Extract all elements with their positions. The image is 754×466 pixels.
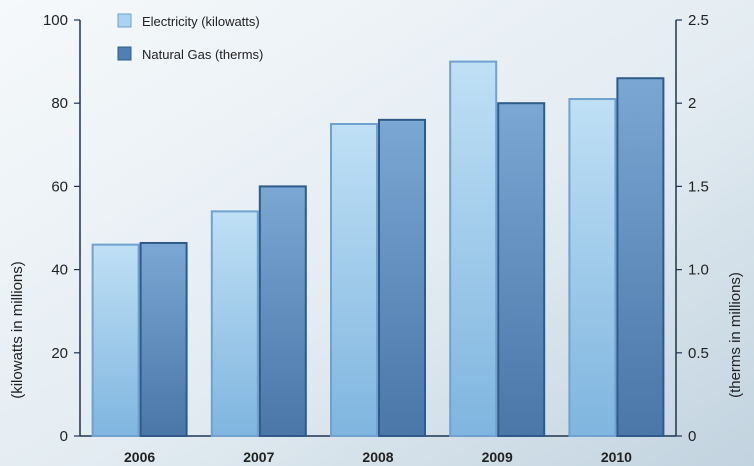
right-tick-label: 2 (688, 95, 696, 112)
natural-gas-bar (139, 241, 188, 437)
right-tick-label: 0 (688, 428, 696, 445)
category-label: 2007 (243, 449, 274, 465)
electricity-bar (91, 243, 140, 437)
right-tick-label: 0.5 (688, 345, 709, 362)
legend-swatch-natural-gas (117, 46, 132, 61)
natural-gas-bar (497, 102, 546, 437)
category-label: 2008 (362, 449, 393, 465)
left-tick-label: 80 (51, 95, 68, 112)
legend-label-electricity: Electricity (kilowatts) (142, 14, 260, 29)
left-tick-label: 0 (60, 428, 68, 445)
category-label: 2010 (601, 449, 632, 465)
legend-swatch-electricity (117, 13, 132, 28)
left-tick-label: 40 (51, 262, 68, 279)
natural-gas-bar (378, 118, 426, 437)
electricity-bar (449, 60, 498, 437)
right-axis-title: (therms in millions) (727, 272, 744, 398)
left-tick-label: 60 (51, 178, 68, 195)
right-tick-label: 2.5 (688, 12, 709, 29)
electricity-bar (330, 123, 378, 437)
left-axis-title: (kilowatts in millions) (9, 261, 26, 399)
left-tick-label: 100 (43, 12, 68, 29)
right-tick-label: 1.0 (688, 262, 709, 279)
left-tick-label: 20 (51, 345, 68, 362)
right-tick-label: 1.5 (688, 178, 709, 195)
electricity-bar (210, 210, 259, 437)
natural-gas-bar (616, 77, 665, 438)
natural-gas-bar (258, 185, 307, 437)
category-label: 2009 (482, 449, 513, 465)
electricity-bar (568, 98, 617, 437)
legend-label-natural-gas: Natural Gas (therms) (142, 47, 263, 62)
category-label: 2006 (124, 449, 155, 465)
